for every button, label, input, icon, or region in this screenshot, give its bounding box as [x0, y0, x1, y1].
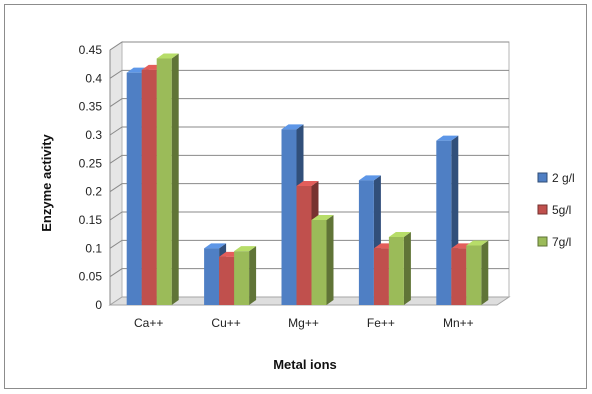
legend-item: 5g/l — [537, 203, 571, 217]
x-axis-title: Metal ions — [273, 357, 337, 372]
legend-swatch — [537, 172, 548, 183]
bar-front — [296, 186, 312, 305]
chart-frame: 0 0.05 0.1 0.15 0.2 0.25 0.3 0.35 0.4 0.45 Ca++ Cu… — [4, 4, 587, 389]
bar-top — [281, 124, 304, 130]
gridline — [109, 126, 509, 136]
bar-front — [373, 248, 389, 305]
gridline — [109, 41, 509, 51]
gridline — [109, 154, 509, 164]
bar-side — [249, 246, 257, 305]
legend-swatch — [537, 236, 548, 247]
bar-front — [126, 72, 142, 306]
bar-top — [156, 53, 179, 59]
y-tick-label: 0.4 — [85, 71, 102, 85]
x-tick-label: Mg++ — [288, 316, 319, 330]
bar-front — [281, 129, 297, 305]
x-tick-label: Ca++ — [134, 316, 163, 330]
x-tick-label: Mn++ — [443, 316, 474, 330]
y-tick-label: 0.25 — [79, 156, 103, 170]
y-axis-title: Enzyme activity — [39, 133, 54, 231]
bar-front — [451, 248, 467, 305]
bar-front — [358, 180, 374, 305]
bar-top — [204, 243, 227, 249]
gridline — [109, 98, 509, 108]
bar-top — [388, 232, 411, 237]
bar-front — [436, 140, 452, 305]
bar-top — [358, 175, 381, 181]
bar — [234, 246, 257, 305]
legend-item: 7g/l — [537, 235, 571, 249]
bar-top — [296, 181, 319, 186]
x-tick-labels: Ca++ Cu++ Mg++ Fe++ Mn++ — [134, 316, 474, 330]
bars — [126, 53, 489, 306]
side-wall — [109, 41, 123, 306]
bar-front — [204, 248, 220, 305]
x-tick-label: Cu++ — [211, 316, 240, 330]
legend-label: 2 g/l — [552, 171, 575, 185]
bar-side — [326, 215, 334, 305]
legend-swatch — [537, 204, 548, 215]
gridline — [109, 69, 509, 79]
legend-label: 7g/l — [552, 235, 571, 249]
y-tick-label: 0.1 — [85, 241, 102, 255]
bar-front — [311, 220, 327, 305]
legend-label: 5g/l — [552, 203, 571, 217]
bar-front — [141, 69, 157, 305]
bar-front — [219, 256, 235, 305]
bar — [388, 232, 411, 305]
bar-front — [466, 245, 482, 305]
y-tick-labels: 0 0.05 0.1 0.15 0.2 0.25 0.3 0.35 0.4 0.45 — [79, 43, 103, 312]
bar-side — [481, 240, 489, 305]
bar — [311, 215, 334, 305]
y-tick-label: 0.05 — [79, 270, 103, 284]
bar — [156, 53, 179, 305]
bar-front — [156, 58, 172, 305]
y-tick-label: 0.15 — [79, 213, 103, 227]
y-tick-label: 0.45 — [79, 43, 103, 57]
bar-front — [388, 237, 404, 305]
bar-top — [311, 215, 334, 220]
bar-side — [171, 53, 179, 305]
y-tick-label: 0 — [95, 298, 102, 312]
bar-top — [466, 240, 489, 246]
legend-item: 2 g/l — [537, 171, 575, 185]
bar-chart: 0 0.05 0.1 0.15 0.2 0.25 0.3 0.35 0.4 0.45 Ca++ Cu… — [39, 41, 575, 372]
x-tick-label: Fe++ — [367, 316, 395, 330]
y-tick-label: 0.3 — [85, 128, 102, 142]
legend: 2 g/l 5g/l 7g/l — [537, 171, 575, 249]
bar-side — [403, 232, 411, 305]
bar-top — [234, 246, 257, 252]
y-tick-label: 0.35 — [79, 100, 103, 114]
y-tick-label: 0.2 — [85, 185, 102, 199]
bar-top — [436, 135, 459, 141]
bar — [466, 240, 489, 305]
bar-front — [234, 251, 250, 305]
